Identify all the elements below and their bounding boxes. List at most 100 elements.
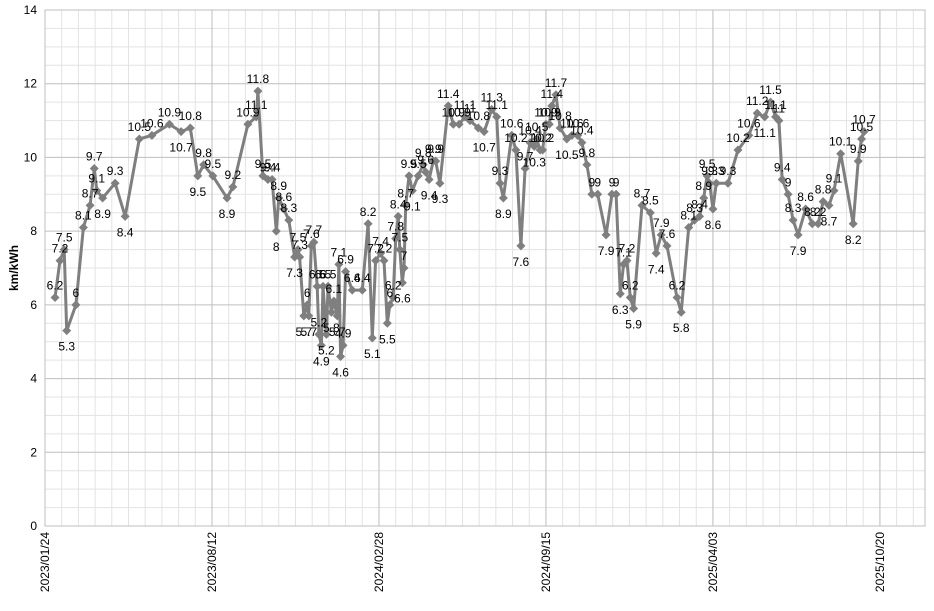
data-label: 10.6 [566, 116, 590, 130]
data-marker [134, 134, 144, 144]
data-marker [120, 211, 130, 221]
data-label: 8.6 [275, 190, 292, 204]
data-marker [284, 215, 294, 225]
data-marker [813, 219, 823, 229]
data-label: 6 [386, 286, 393, 300]
data-label: 10.6 [737, 116, 761, 130]
data-label: 7.6 [513, 255, 530, 269]
data-label: 11 [464, 102, 477, 116]
data-label: 9 [594, 175, 601, 189]
data-marker [208, 171, 218, 181]
data-label: 6.5 [309, 267, 326, 281]
data-label: 8.3 [785, 201, 802, 215]
data-label: 9.6 [417, 153, 434, 167]
data-marker [431, 156, 441, 166]
data-marker [507, 130, 517, 140]
data-marker [332, 311, 342, 321]
data-marker [662, 241, 672, 251]
data-label: 9.5 [189, 185, 206, 199]
data-label: 8.7 [397, 186, 414, 200]
data-marker [538, 145, 548, 155]
data-label: 9 [613, 175, 620, 189]
data-marker [199, 160, 209, 170]
data-marker [551, 90, 561, 100]
data-marker [733, 145, 743, 155]
data-label: 6.5 [320, 267, 337, 281]
data-label: 9 [609, 175, 616, 189]
data-marker [672, 292, 682, 302]
data-label: 7.1 [615, 245, 632, 259]
data-marker [702, 171, 712, 181]
data-label: 9 [589, 175, 596, 189]
data-label: 9.1 [88, 172, 105, 186]
data-marker [788, 215, 798, 225]
y-tick-label: 4 [30, 372, 37, 386]
data-label: 10.6 [500, 116, 524, 130]
data-marker [547, 101, 557, 111]
data-label: 5.9 [625, 318, 642, 332]
data-label: 8.8 [815, 183, 832, 197]
data-marker [321, 329, 331, 339]
data-marker [807, 219, 817, 229]
data-marker [573, 130, 583, 140]
data-label: 9.4 [774, 161, 791, 175]
data-marker [448, 119, 458, 129]
data-marker [147, 130, 157, 140]
y-tick-label: 8 [30, 224, 37, 238]
data-label: 11 [773, 102, 786, 116]
data-label: 6 [73, 286, 80, 300]
data-label: 11.5 [759, 83, 782, 97]
data-label: 10.5 [525, 120, 549, 134]
x-tick-label: 2024/02/28 [372, 532, 386, 592]
data-label: 11.1 [245, 98, 268, 112]
data-marker [274, 193, 284, 203]
data-label: 7.3 [286, 266, 303, 280]
data-marker [622, 256, 632, 266]
data-label: 6.4 [354, 271, 371, 285]
data-label: 8.9 [94, 207, 111, 221]
data-label: 9.4 [421, 189, 438, 203]
data-marker [544, 119, 554, 129]
data-label: 6.1 [326, 282, 343, 296]
data-label: 8.9 [695, 179, 712, 193]
data-marker [587, 189, 597, 199]
data-marker [766, 97, 776, 107]
data-marker [299, 311, 309, 321]
data-label: 5.3 [58, 340, 75, 354]
data-label: 10.9 [447, 105, 471, 119]
data-label: 9.9 [427, 142, 444, 156]
data-label: 10.4 [518, 124, 542, 138]
data-marker [836, 149, 846, 159]
data-label: 9.5 [410, 157, 427, 171]
data-label: 9.8 [579, 146, 596, 160]
data-label: 6.5 [315, 267, 332, 281]
x-tick-label: 2025/04/03 [706, 532, 720, 592]
data-label: 7.1 [331, 245, 348, 259]
data-label: 10.5 [850, 120, 874, 134]
data-marker [413, 171, 423, 181]
data-label: 5.7 [295, 325, 312, 339]
y-tick-label: 10 [24, 150, 38, 164]
data-label: 10.7 [852, 113, 876, 127]
data-label: 7.5 [56, 231, 73, 245]
data-marker [71, 300, 81, 310]
data-label: 7.7 [305, 223, 322, 237]
data-label: 5.2 [311, 315, 328, 329]
data-label: 6.3 [612, 303, 629, 317]
data-label: 9.3 [432, 192, 449, 206]
data-label: 4.6 [332, 365, 349, 379]
y-tick-label: 2 [30, 445, 37, 459]
data-marker [302, 300, 312, 310]
data-label: 9.3 [720, 164, 737, 178]
data-marker [62, 326, 72, 336]
x-tick-label: 2023/08/12 [205, 532, 219, 592]
data-label: 11.4 [437, 87, 460, 101]
y-tick-label: 0 [30, 519, 37, 533]
data-label: 8.6 [797, 190, 814, 204]
data-marker [625, 292, 635, 302]
data-marker [752, 108, 762, 118]
data-label: 10.9 [538, 105, 562, 119]
data-label: 8.6 [705, 218, 722, 232]
data-label: 7.9 [790, 244, 807, 258]
data-label: 9.7 [517, 149, 534, 163]
